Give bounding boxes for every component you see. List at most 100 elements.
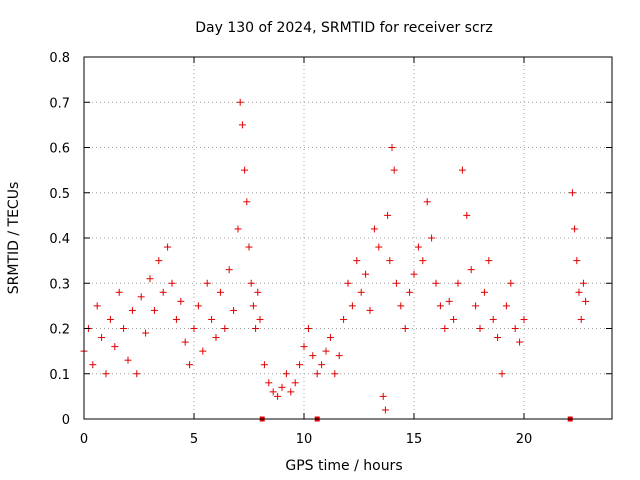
chart-title: Day 130 of 2024, SRMTID for receiver scr…: [195, 20, 493, 36]
data-point: [318, 361, 326, 369]
data-point: [238, 121, 246, 129]
data-point: [124, 356, 132, 364]
data-point: [575, 288, 583, 296]
data-point: [269, 388, 277, 396]
y-axis-label: SRMTID / TECUs: [6, 182, 22, 295]
data-point: [582, 297, 590, 305]
data-point: [282, 370, 290, 378]
data-point: [225, 266, 233, 274]
data-point: [423, 198, 431, 206]
data-point: [370, 225, 378, 233]
x-tick-label: 20: [516, 432, 533, 447]
data-point: [287, 388, 295, 396]
data-point: [379, 392, 387, 400]
x-tick-label: 10: [296, 432, 313, 447]
data-point: [243, 198, 251, 206]
tick-labels: 0 5 10 15 20 0 0.1 0.2 0.3 0.4 0.5 0.6 0.7 0.8: [49, 51, 532, 447]
data-point: [467, 266, 475, 274]
data-point: [401, 325, 409, 332]
data-point: [502, 302, 510, 310]
data-point: [410, 270, 418, 278]
data-point: [254, 288, 262, 296]
data-point: [450, 315, 458, 323]
data-point: [511, 325, 519, 332]
data-point: [480, 288, 488, 296]
data-point: [579, 279, 587, 287]
x-axis-label: GPS time / hours: [285, 458, 402, 474]
data-point: [454, 279, 462, 287]
y-tick-label: 0.5: [49, 187, 70, 202]
data-point: [256, 315, 264, 323]
data-point: [520, 315, 528, 323]
data-point: [322, 347, 330, 355]
data-point: [199, 347, 207, 355]
data-point: [172, 315, 180, 323]
data-point: [194, 302, 202, 310]
x-tick-label: 0: [80, 432, 88, 447]
data-point: [494, 334, 502, 342]
data-point: [390, 166, 398, 174]
x-tick-label: 15: [406, 432, 423, 447]
data-point: [252, 325, 260, 332]
data-point: [313, 370, 321, 378]
data-point: [366, 306, 374, 314]
data-point: [441, 325, 449, 332]
data-point: [300, 343, 308, 351]
data-point: [234, 225, 242, 233]
data-point: [241, 166, 249, 174]
data-point: [216, 288, 224, 296]
data-point: [221, 325, 229, 332]
data-point: [296, 361, 304, 369]
data-point: [146, 275, 154, 283]
data-point: [489, 315, 497, 323]
data-points: [80, 98, 590, 414]
data-point: [309, 352, 317, 360]
data-point: [386, 257, 394, 265]
grid: [84, 57, 612, 419]
data-point: [388, 144, 396, 151]
y-tick-label: 0.4: [49, 232, 70, 247]
data-point: [384, 211, 392, 219]
data-point: [168, 279, 176, 287]
data-point: [249, 302, 257, 310]
y-tick-label: 0.6: [49, 142, 70, 157]
data-point: [230, 306, 238, 314]
data-point: [278, 383, 286, 391]
data-point: [120, 325, 128, 332]
data-point: [458, 166, 466, 174]
data-point: [463, 211, 471, 219]
data-point: [568, 189, 576, 197]
data-point: [326, 334, 334, 342]
data-point: [93, 302, 101, 310]
data-point: [485, 257, 493, 265]
data-point: [516, 338, 524, 346]
x-tick-label: 5: [190, 432, 198, 447]
data-point: [190, 325, 198, 332]
y-tick-label: 0.7: [49, 96, 70, 111]
data-point: [445, 297, 453, 305]
data-point: [436, 302, 444, 310]
data-point: [155, 257, 163, 265]
data-point: [203, 279, 211, 287]
data-point: [181, 338, 189, 346]
data-point: [344, 279, 352, 287]
data-point: [106, 315, 114, 323]
y-tick-label: 0.3: [49, 277, 70, 292]
data-point: [164, 243, 172, 251]
data-point: [177, 297, 185, 305]
data-point: [507, 279, 515, 287]
data-point: [406, 288, 414, 296]
data-point: [133, 370, 141, 378]
data-point: [304, 325, 312, 332]
data-point: [212, 334, 220, 342]
y-tick-label: 0.1: [49, 368, 70, 383]
data-point: [392, 279, 400, 287]
data-point: [150, 306, 158, 314]
data-point: [476, 325, 484, 332]
data-point: [577, 315, 585, 323]
data-point: [498, 370, 506, 378]
data-point: [428, 234, 436, 242]
data-point: [340, 315, 348, 323]
data-point: [362, 270, 370, 278]
